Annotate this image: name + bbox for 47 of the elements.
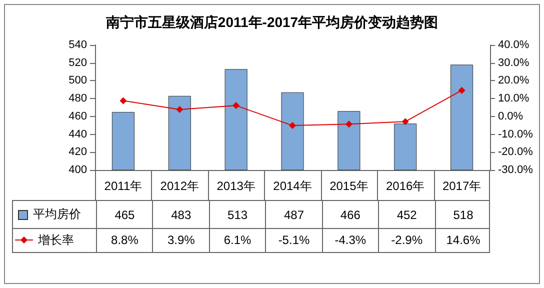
data-label: 14.6%: [434, 228, 491, 252]
y2-tick-label: -30.0%: [498, 164, 534, 176]
data-label: 8.8%: [96, 228, 152, 252]
legend-label: 增长率: [38, 232, 74, 248]
y2-tick-label: 30.0%: [498, 56, 530, 69]
x-tick-label: 2016年: [386, 179, 425, 193]
data-label: 465: [96, 201, 152, 228]
data-label: 452: [378, 201, 435, 228]
y-tick-label: 520: [68, 56, 87, 69]
point: [402, 118, 409, 126]
point: [345, 120, 352, 128]
y-tick-label: 400: [68, 164, 87, 176]
x-tick-label: 2012年: [160, 179, 199, 193]
y2-tick-label: 20.0%: [498, 74, 530, 87]
y-tick-label: 440: [68, 128, 87, 140]
y2-tick-label: 10.0%: [498, 92, 530, 105]
data-label: 466: [322, 201, 378, 228]
y2-tick-label: -10.0%: [498, 128, 534, 140]
y-tick-label: 500: [68, 74, 87, 87]
y-tick-label: 480: [68, 92, 87, 105]
y2-tick-label: 0.0%: [498, 110, 524, 122]
x-tick-label: 2015年: [330, 179, 368, 193]
data-label: -5.1%: [265, 228, 322, 252]
data-label: 518: [434, 201, 491, 228]
data-label: 483: [152, 201, 209, 228]
y2-tick-label: -20.0%: [498, 146, 534, 158]
data-label: 3.9%: [152, 228, 209, 252]
x-tick-label: 2011年: [104, 179, 142, 193]
y-tick-label: 420: [68, 146, 87, 158]
point: [120, 97, 127, 104]
point: [232, 102, 240, 110]
x-tick-label: 2014年: [273, 179, 312, 193]
legend-label: 平均房价: [33, 206, 81, 223]
x-tick-label: 2017年: [442, 179, 482, 193]
y-tick-label: 540: [68, 39, 87, 51]
data-label: -2.9%: [378, 228, 435, 252]
data-label: 513: [208, 201, 266, 228]
y2-tick-label: 40.0%: [498, 39, 530, 51]
y-tick-label: 460: [68, 110, 87, 122]
data-label: 6.1%: [208, 228, 266, 252]
point: [176, 106, 184, 113]
data-label: -4.3%: [322, 228, 378, 252]
point: [289, 122, 296, 130]
data-label: 487: [265, 201, 322, 228]
point: [458, 86, 466, 94]
x-tick-label: 2013年: [216, 179, 256, 193]
chart-title: 南宁市五星级酒店2011年-2017年平均房价变动趋势图: [104, 14, 438, 30]
